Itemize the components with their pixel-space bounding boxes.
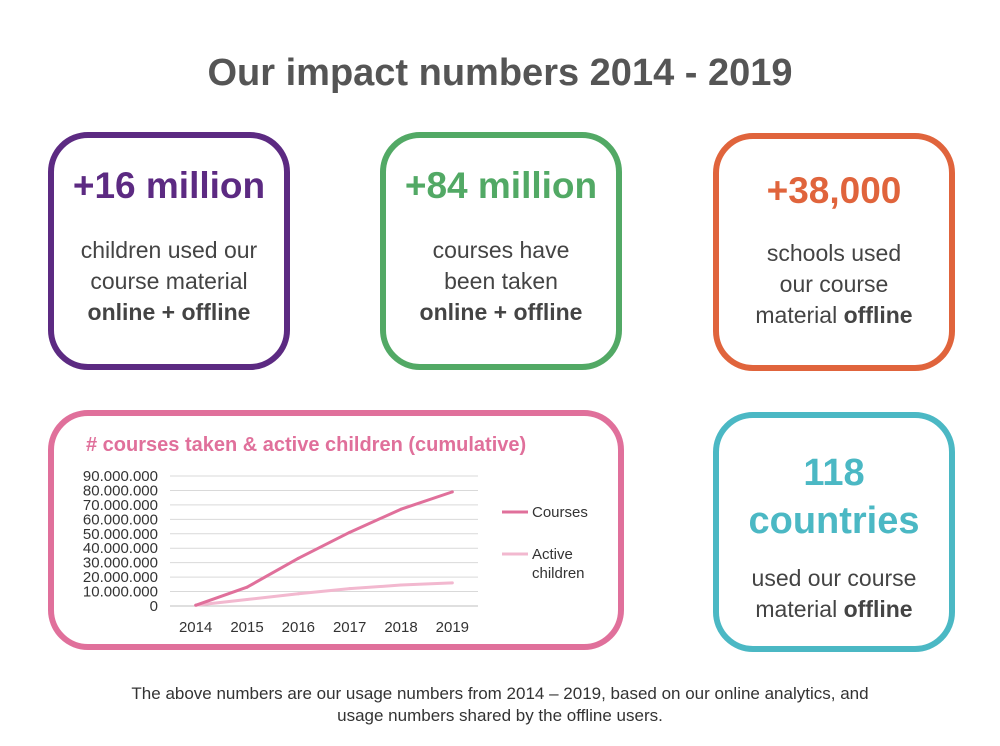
courses-desc-bold: online + offline [419, 298, 583, 325]
x-tick-label: 2014 [179, 619, 212, 636]
chart-title: # courses taken & active children (cumul… [86, 434, 527, 456]
data-point [399, 583, 403, 587]
schools-desc-line2: our course [779, 270, 889, 297]
card-children-stat: +16 million children used our course mat… [48, 132, 290, 370]
footnote: The above numbers are our usage numbers … [60, 683, 940, 727]
y-tick-label: 0 [150, 598, 158, 615]
schools-big-number: +38,000 [766, 170, 902, 211]
children-desc-line2: course material [90, 267, 248, 294]
footnote-line1: The above numbers are our usage numbers … [131, 684, 869, 703]
series-line-courses [195, 490, 453, 607]
series-line-active-children [195, 581, 453, 607]
y-tick-label: 40.000.000 [83, 540, 158, 557]
countries-number: 118 [803, 452, 865, 494]
x-tick-label: 2017 [333, 619, 366, 636]
data-point [245, 598, 249, 601]
x-tick-label: 2015 [230, 619, 263, 636]
data-point [348, 587, 352, 591]
data-point [399, 507, 403, 511]
footnote-line2: usage numbers shared by the offline user… [337, 706, 663, 726]
schools-description: schools used our course material offline [719, 238, 949, 331]
y-tick-label: 90.000.000 [83, 468, 158, 485]
data-point [296, 592, 300, 596]
children-desc-bold: online + offline [87, 298, 251, 325]
data-point [245, 585, 249, 589]
courses-description: courses have been taken online + offline [386, 235, 616, 328]
y-tick-label: 50.000.000 [83, 526, 158, 543]
children-desc-line1: children used our [80, 236, 258, 263]
data-point [450, 490, 454, 494]
x-tick-label: 2018 [384, 619, 417, 636]
countries-word: countries [748, 499, 920, 542]
countries-big-number: 118 countries [719, 450, 949, 545]
legend-label-active-children-2: children [532, 565, 585, 582]
data-point [450, 581, 454, 585]
courses-desc-line2: been taken [444, 267, 558, 294]
countries-desc-line1: used our course [751, 565, 917, 591]
schools-desc-line1: schools used [766, 239, 902, 266]
y-tick-label: 20.000.000 [83, 569, 158, 586]
x-tick-label: 2019 [436, 619, 469, 636]
courses-desc-line1: courses have [432, 236, 570, 263]
x-tick-label: 2016 [282, 619, 315, 636]
y-tick-label: 30.000.000 [83, 555, 158, 572]
countries-description: used our course material offline [719, 563, 949, 625]
countries-desc-bold: offline [843, 596, 913, 623]
chart-card: # courses taken & active children (cumul… [48, 410, 624, 650]
card-countries-stat: 118 countries used our course material o… [713, 412, 955, 652]
line-chart: 010.000.00020.000.00030.000.00040.000.00… [83, 468, 588, 636]
schools-desc-line3: material [755, 301, 838, 328]
legend-label-courses: Courses [532, 504, 588, 521]
y-tick-label: 70.000.000 [83, 497, 158, 514]
children-description: children used our course material online… [54, 235, 284, 328]
page-title: Our impact numbers 2014 - 2019 [207, 52, 793, 94]
courses-big-number: +84 million [404, 165, 598, 206]
card-schools-stat: +38,000 schools used our course material… [713, 133, 955, 371]
y-tick-label: 10.000.000 [83, 584, 158, 601]
card-courses-stat: +84 million courses have been taken onli… [380, 132, 622, 370]
data-point [348, 530, 352, 534]
y-tick-label: 80.000.000 [83, 482, 158, 499]
y-tick-label: 60.000.000 [83, 511, 158, 528]
schools-desc-bold: offline [843, 301, 913, 328]
countries-desc-line2: material [755, 596, 838, 623]
legend-label-active-children: Active [532, 546, 573, 563]
children-big-number: +16 million [72, 165, 266, 206]
data-point [296, 556, 300, 560]
data-point [194, 603, 198, 607]
